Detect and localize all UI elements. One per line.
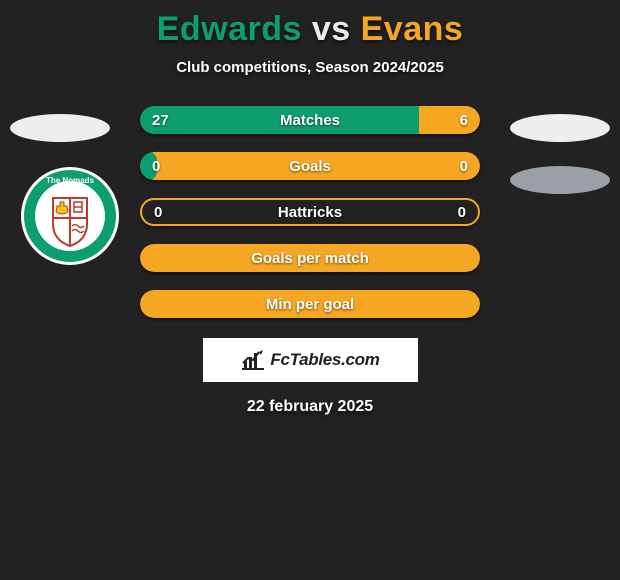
player1-badge-ellipse xyxy=(10,114,110,142)
stat-rows: 27 Matches 6 0 Goals 0 0 Hattricks 0 Goa… xyxy=(140,106,480,318)
stat-row-matches: 27 Matches 6 xyxy=(140,106,480,134)
player2-name: Evans xyxy=(361,10,464,48)
matches-label: Matches xyxy=(140,106,480,134)
hattricks-label: Hattricks xyxy=(142,200,478,224)
vs-text: vs xyxy=(312,10,351,48)
comparison-body: The Nomads 27 Matches 6 0 Goa xyxy=(0,106,620,416)
gpm-label: Goals per match xyxy=(140,244,480,272)
goals-label: Goals xyxy=(140,152,480,180)
player2-badge-ellipse xyxy=(510,114,610,142)
brand-chart-icon xyxy=(240,349,266,371)
player1-name: Edwards xyxy=(157,10,302,48)
brand-box: FcTables.com xyxy=(203,338,418,382)
crest-top-text: The Nomads xyxy=(46,176,95,185)
player2-badge-ellipse-2 xyxy=(510,166,610,194)
crest-icon: The Nomads xyxy=(20,166,120,266)
hattricks-value-right: 0 xyxy=(458,200,466,224)
subtitle: Club competitions, Season 2024/2025 xyxy=(0,59,620,76)
comparison-title: Edwards vs Evans xyxy=(0,0,620,49)
brand-text: FcTables.com xyxy=(270,350,379,370)
stat-row-goals: 0 Goals 0 xyxy=(140,152,480,180)
club-crest: The Nomads xyxy=(20,166,120,266)
stat-row-mpg: Min per goal xyxy=(140,290,480,318)
goals-value-right: 0 xyxy=(460,152,468,180)
footer-date: 22 february 2025 xyxy=(0,398,620,416)
stat-row-hattricks: 0 Hattricks 0 xyxy=(140,198,480,226)
stat-row-gpm: Goals per match xyxy=(140,244,480,272)
matches-value-right: 6 xyxy=(460,106,468,134)
mpg-label: Min per goal xyxy=(140,290,480,318)
